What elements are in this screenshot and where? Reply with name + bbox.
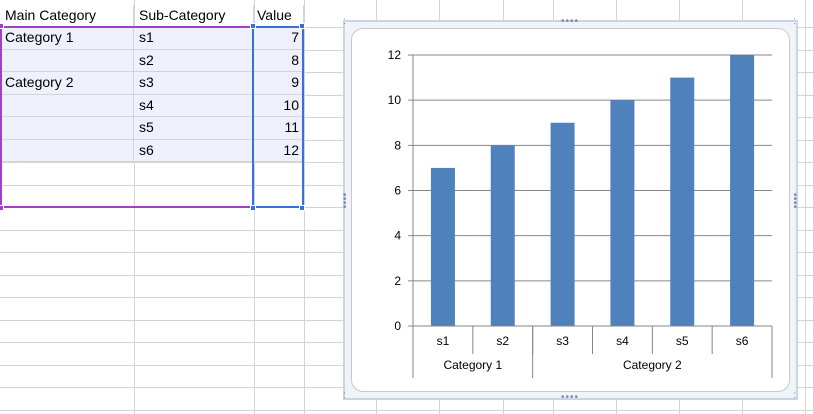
cell-main-category[interactable] — [0, 139, 134, 162]
dotted-grip-icon[interactable]: : — [793, 390, 797, 401]
y-tick-label: 12 — [388, 48, 402, 62]
bar-s4 — [610, 100, 635, 327]
bar-chart[interactable]: 0 2 4 6 8 10 12 s1 s2 s3 s4 s5 s6 Category 1 Category … — [351, 28, 792, 394]
dotted-grip-icon[interactable]: : — [793, 16, 797, 27]
bar-s6 — [730, 55, 755, 326]
cell-value[interactable]: 10 — [254, 94, 304, 117]
x-tick-label: s6 — [736, 334, 749, 348]
header-main-category[interactable]: Main Category — [0, 5, 134, 27]
chart-object[interactable]: •••• •••• • • • • • • • • : : : : 0 2 4 6 8 10 12 s1 s… — [343, 16, 798, 403]
range-handle-top-left-value[interactable] — [250, 23, 256, 29]
row-gridline — [0, 409, 813, 411]
y-tick-label: 0 — [394, 319, 401, 333]
value-range-outline — [252, 26, 304, 208]
group-label: Category 2 — [623, 358, 682, 372]
range-handle-bottom-left-value[interactable] — [250, 205, 256, 211]
range-handle-top-right[interactable] — [299, 23, 305, 29]
y-tick-label: 4 — [394, 229, 401, 243]
x-tick-label: s4 — [616, 334, 629, 348]
dotted-grip-icon[interactable]: •••• — [561, 392, 580, 403]
cell-sub-category[interactable]: s5 — [134, 117, 254, 140]
header-value[interactable]: Value — [254, 5, 304, 27]
bar-s2 — [490, 145, 515, 326]
cell-sub-category[interactable]: s4 — [134, 94, 254, 117]
cell-sub-category[interactable]: s6 — [134, 139, 254, 162]
y-tick-label: 6 — [394, 184, 401, 198]
cell-main-category[interactable]: Category 1 — [0, 27, 134, 50]
bar-s5 — [670, 77, 695, 326]
bar-s1 — [430, 167, 455, 326]
x-tick-label: s2 — [496, 334, 509, 348]
cell-main-category[interactable] — [0, 117, 134, 140]
cell-main-category[interactable] — [0, 49, 134, 72]
y-tick-label: 2 — [394, 274, 401, 288]
range-handle-bottom-right[interactable] — [299, 205, 305, 211]
x-tick-label: s5 — [676, 334, 689, 348]
x-tick-label: s1 — [437, 334, 450, 348]
dotted-grip-icon[interactable]: •••• — [793, 190, 798, 213]
chart-area[interactable]: 0 2 4 6 8 10 12 s1 s2 s3 s4 s5 s6 Category 1 Category … — [351, 28, 790, 392]
y-tick-label: 10 — [388, 93, 402, 107]
group-label: Category 1 — [443, 358, 502, 372]
bar-s3 — [550, 122, 575, 326]
cell-main-category[interactable]: Category 2 — [0, 72, 134, 95]
dotted-grip-icon[interactable]: •••• — [561, 16, 580, 27]
cell-value[interactable]: 12 — [254, 139, 304, 162]
dotted-grip-icon[interactable]: : — [343, 16, 347, 27]
cell-main-category[interactable] — [0, 94, 134, 117]
x-tick-label: s3 — [556, 334, 569, 348]
range-handle-top-left[interactable] — [0, 23, 4, 29]
cell-sub-category[interactable]: s3 — [134, 72, 254, 95]
cell-sub-category[interactable]: s1 — [134, 27, 254, 50]
header-sub-category[interactable]: Sub-Category — [134, 5, 254, 27]
dotted-grip-icon[interactable]: : — [343, 390, 347, 401]
cell-sub-category[interactable]: s2 — [134, 49, 254, 72]
range-handle-bottom-left[interactable] — [0, 205, 4, 211]
dotted-grip-icon[interactable]: •••• — [343, 190, 348, 213]
y-tick-label: 8 — [394, 138, 401, 152]
